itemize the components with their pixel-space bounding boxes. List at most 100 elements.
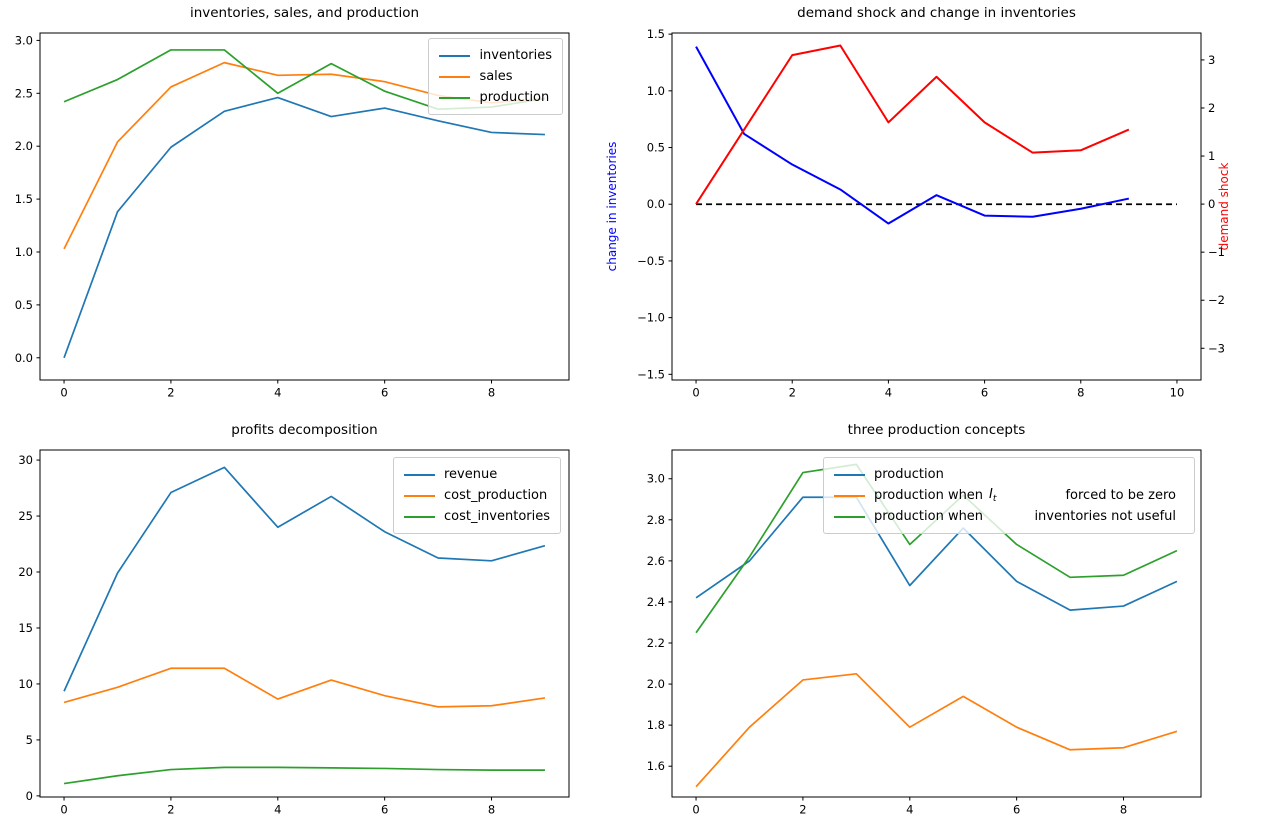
legend-line-swatch bbox=[403, 515, 435, 518]
y-tick-label: 0.5 bbox=[15, 298, 33, 312]
legend-label: production when bbox=[874, 509, 984, 524]
subplot-profits-decomposition: profits decomposition 0 2 4 6 8 0 5 10 15 20 25 30 … bbox=[0, 417, 632, 834]
y-tick-label: −0.5 bbox=[637, 254, 665, 268]
subplot-three-production-concepts: three production concepts 0 2 4 6 8 1.6 1.8 2.0… bbox=[632, 417, 1264, 834]
y-tick-label: 1.5 bbox=[15, 192, 33, 206]
x-tick-label: 0 bbox=[692, 803, 699, 817]
y-tick-label: 2.2 bbox=[647, 636, 665, 650]
legend-label: inventories bbox=[479, 48, 552, 63]
x-tick-label: 2 bbox=[167, 386, 174, 400]
axes-spines bbox=[39, 449, 570, 798]
y-tick-label: 2.5 bbox=[15, 86, 33, 100]
y-tick-label: −1.5 bbox=[637, 367, 665, 381]
y-tick-label: 2.6 bbox=[647, 554, 665, 568]
series-line-revenue bbox=[63, 466, 546, 692]
legend-label: production when bbox=[874, 488, 984, 503]
x-tick-label: 10 bbox=[1170, 386, 1185, 400]
y-tick-label-right: 0 bbox=[1208, 197, 1215, 211]
y-tick-label-right: −2 bbox=[1208, 293, 1225, 307]
y-tick-label: 1.5 bbox=[647, 27, 665, 41]
legend-math-variable: It bbox=[989, 487, 997, 504]
chart-title: profits decomposition bbox=[231, 422, 378, 438]
y-tick-label-right: 3 bbox=[1208, 53, 1215, 67]
y-tick-label: 1.0 bbox=[15, 245, 33, 259]
legend-entry: cost_production bbox=[403, 485, 550, 506]
x-tick-label: 0 bbox=[60, 386, 67, 400]
axes-spines bbox=[39, 32, 570, 381]
legend-label: cost_inventories bbox=[443, 509, 550, 524]
x-tick-label: 4 bbox=[906, 803, 913, 817]
series-line-production bbox=[695, 496, 1178, 611]
y-tick-label-right: 1 bbox=[1208, 149, 1215, 163]
series-line-production-when-i-t-forced-to-be-zero bbox=[695, 672, 1178, 788]
series-line-cost-production bbox=[63, 667, 546, 708]
legend-label-right: forced to be zero bbox=[1065, 488, 1176, 503]
y-tick-label: 0 bbox=[26, 789, 33, 803]
legend-entry: production bbox=[439, 87, 552, 108]
y-tick-label: 3.0 bbox=[15, 33, 33, 47]
x-tick-label: 0 bbox=[692, 386, 699, 400]
x-tick-label: 6 bbox=[1013, 803, 1020, 817]
legend-line-swatch bbox=[439, 96, 471, 99]
axes-spines bbox=[671, 32, 1202, 381]
y-tick-label-right: −1 bbox=[1208, 245, 1225, 259]
legend-line-swatch bbox=[439, 54, 471, 57]
legend-entry: production bbox=[834, 464, 1184, 485]
y-tick-label: 2.0 bbox=[15, 139, 33, 153]
series-line-inventories bbox=[63, 96, 545, 359]
x-tick-label: 2 bbox=[167, 803, 174, 817]
x-tick-label: 8 bbox=[1120, 803, 1127, 817]
legend-entry: inventories bbox=[439, 45, 552, 66]
y-tick-label: 0.5 bbox=[647, 141, 665, 155]
legend-line-swatch bbox=[834, 515, 865, 518]
x-tick-label: 0 bbox=[60, 803, 67, 817]
chart-canvas: 0 2 4 6 8 10 −1.5 −1.0 −0.5 0.0 0.5 1.0 1.5 −3 −2 −1 0 1 2… bbox=[605, 27, 1231, 400]
y-tick-label-right: 2 bbox=[1208, 101, 1215, 115]
y-tick-label: 1.6 bbox=[647, 759, 665, 773]
legend-label: sales bbox=[479, 69, 513, 84]
series-line-cost-inventories bbox=[63, 766, 545, 785]
legend-entry: cost_inventories bbox=[403, 506, 550, 527]
legend-label: revenue bbox=[443, 467, 498, 482]
legend-line-swatch bbox=[403, 494, 435, 497]
legend-line-swatch bbox=[439, 75, 471, 78]
legend-entry: production when inventories not useful bbox=[834, 506, 1184, 527]
y-tick-label: 5 bbox=[26, 733, 33, 747]
legend-label: cost_production bbox=[443, 488, 548, 503]
chart-title: demand shock and change in inventories bbox=[797, 5, 1076, 21]
x-tick-label: 2 bbox=[789, 386, 796, 400]
chart-canvas: 0 2 4 6 8 0 5 10 15 20 25 30 bbox=[18, 449, 570, 817]
chart-legend: inventories sales production bbox=[428, 38, 563, 115]
y-tick-label: 20 bbox=[18, 565, 33, 579]
legend-line-swatch bbox=[834, 494, 865, 497]
x-tick-label: 4 bbox=[274, 803, 281, 817]
y-tick-label: 0.0 bbox=[15, 351, 33, 365]
y-tick-label: 10 bbox=[18, 677, 33, 691]
series-line-change-in-inventories bbox=[695, 46, 1130, 225]
x-tick-label: 8 bbox=[1077, 386, 1084, 400]
y-tick-label: −1.0 bbox=[637, 311, 665, 325]
y-tick-label: 2.0 bbox=[647, 677, 665, 691]
y-tick-label: 3.0 bbox=[647, 472, 665, 486]
legend-line-swatch bbox=[834, 473, 865, 476]
legend-label-right: inventories not useful bbox=[1034, 509, 1176, 524]
legend-entry: sales bbox=[439, 66, 552, 87]
x-tick-label: 2 bbox=[799, 803, 806, 817]
y-tick-label: 1.0 bbox=[647, 84, 665, 98]
legend-entry: revenue bbox=[403, 464, 550, 485]
y-tick-label: 25 bbox=[18, 509, 33, 523]
y-tick-label: 2.8 bbox=[647, 513, 665, 527]
x-tick-label: 8 bbox=[488, 803, 495, 817]
chart-title: inventories, sales, and production bbox=[189, 5, 420, 21]
series-line-demand-shock bbox=[695, 44, 1130, 205]
chart-title: three production concepts bbox=[847, 422, 1026, 438]
x-tick-label: 6 bbox=[381, 803, 388, 817]
subplot-inventories-sales-production: inventories, sales, and production 0 2 4 6 8… bbox=[0, 0, 632, 417]
y-tick-label: 0.0 bbox=[647, 197, 665, 211]
axes-spines bbox=[671, 449, 1202, 798]
legend-line-swatch bbox=[403, 473, 435, 476]
y-tick-label: 30 bbox=[18, 453, 33, 467]
y-axis-label-left: change in inventories bbox=[605, 142, 619, 272]
y-tick-label-right: −3 bbox=[1208, 341, 1225, 355]
